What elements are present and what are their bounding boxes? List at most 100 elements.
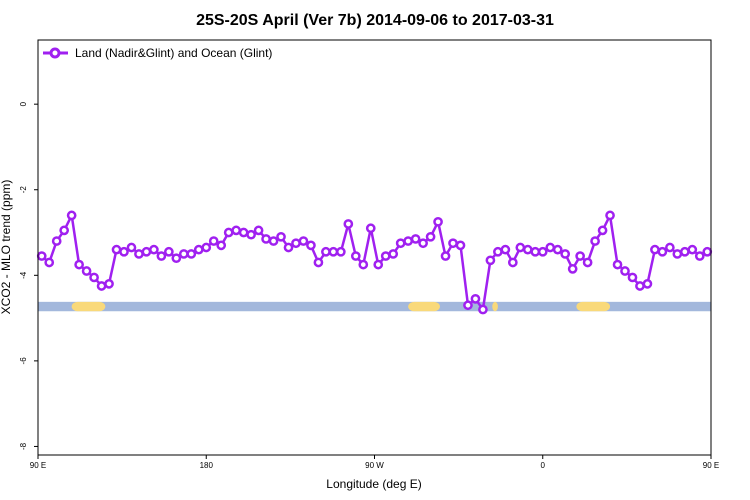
data-point (463, 300, 473, 311)
data-point (687, 244, 698, 255)
data-point (665, 242, 675, 253)
data-point (350, 251, 361, 261)
data-point (507, 257, 518, 268)
data-point (51, 236, 62, 246)
data-point (111, 244, 122, 255)
data-point (702, 246, 713, 257)
data-point (373, 259, 384, 270)
data-point (657, 246, 668, 257)
x-tick-label: 0 (541, 461, 546, 470)
data-point (149, 244, 159, 255)
data-point (246, 229, 256, 240)
land-band-segment (576, 301, 611, 312)
data-point (268, 236, 279, 246)
data-point (238, 227, 249, 238)
data-point (186, 249, 197, 259)
data-point (216, 240, 227, 251)
data-point (418, 238, 428, 249)
data-point (201, 242, 212, 253)
data-point (597, 225, 608, 236)
data-point (44, 257, 55, 268)
data-point (485, 255, 496, 266)
x-tick-label: 90 W (365, 461, 384, 470)
data-point (36, 251, 47, 261)
data-point (164, 246, 174, 257)
data-point (298, 236, 309, 246)
data-point (283, 242, 294, 253)
data-point (612, 259, 623, 270)
y-tick-label: -4 (19, 271, 28, 279)
data-point (582, 257, 593, 268)
x-axis: 90 E 180 90 W 0 90 E (30, 455, 719, 470)
data-point (642, 279, 653, 289)
data-point (321, 246, 331, 257)
data-point (403, 236, 413, 246)
data-point (81, 266, 92, 276)
y-tick-label: -6 (19, 357, 28, 365)
y-tick-label: -8 (19, 442, 28, 450)
surface-band (38, 301, 711, 312)
data-point (291, 238, 301, 249)
data-point (134, 249, 144, 259)
series-points (36, 210, 713, 315)
data-point (380, 251, 391, 261)
land-band-segment (71, 301, 106, 312)
data-point (530, 246, 541, 257)
y-tick-label: -2 (19, 186, 28, 194)
data-point (627, 272, 638, 283)
data-point (605, 210, 615, 221)
data-point (193, 244, 204, 255)
data-point (336, 246, 346, 257)
data-point (306, 240, 316, 251)
x-axis-label: Longitude (deg E) (326, 477, 421, 491)
data-point (59, 225, 70, 236)
data-point (358, 259, 369, 270)
data-point (672, 249, 683, 259)
data-point (104, 279, 114, 289)
data-point (313, 257, 324, 268)
data-point (119, 246, 129, 257)
data-point (440, 251, 451, 261)
ocean-band (38, 301, 711, 312)
x-tick-label: 90 E (30, 461, 46, 470)
data-point (395, 238, 406, 249)
data-point (620, 266, 630, 276)
data-point (253, 225, 264, 236)
data-point (470, 293, 481, 304)
data-point (515, 242, 526, 253)
legend-label: Land (Nadir&Glint) and Ocean (Glint) (75, 46, 272, 60)
data-point (231, 225, 242, 236)
data-point (455, 240, 466, 251)
data-point (537, 246, 548, 257)
data-point (328, 246, 339, 257)
data-point (679, 246, 690, 257)
data-point (448, 238, 458, 249)
data-point (261, 234, 271, 244)
data-point (208, 236, 219, 246)
data-point (493, 246, 503, 257)
legend: Land (Nadir&Glint) and Ocean (Glint) (43, 46, 272, 60)
data-point (567, 264, 578, 274)
data-point (500, 244, 511, 255)
land-band-segment (408, 301, 440, 312)
data-point (575, 251, 585, 261)
data-point (560, 249, 571, 259)
data-point (694, 251, 705, 261)
data-point (171, 253, 182, 264)
data-point (141, 246, 152, 257)
data-point (478, 304, 488, 315)
data-point (590, 236, 600, 246)
chart-title: 25S-20S April (Ver 7b) 2014-09-06 to 201… (196, 12, 554, 29)
data-point (66, 210, 77, 221)
data-point (388, 249, 399, 259)
data-point (74, 259, 84, 270)
data-point (410, 234, 421, 244)
data-point (96, 281, 107, 291)
data-point (89, 272, 99, 283)
data-point (552, 244, 563, 255)
data-point (343, 219, 354, 229)
land-band-segment (492, 301, 498, 312)
legend-marker (49, 47, 61, 59)
data-point (433, 216, 443, 227)
